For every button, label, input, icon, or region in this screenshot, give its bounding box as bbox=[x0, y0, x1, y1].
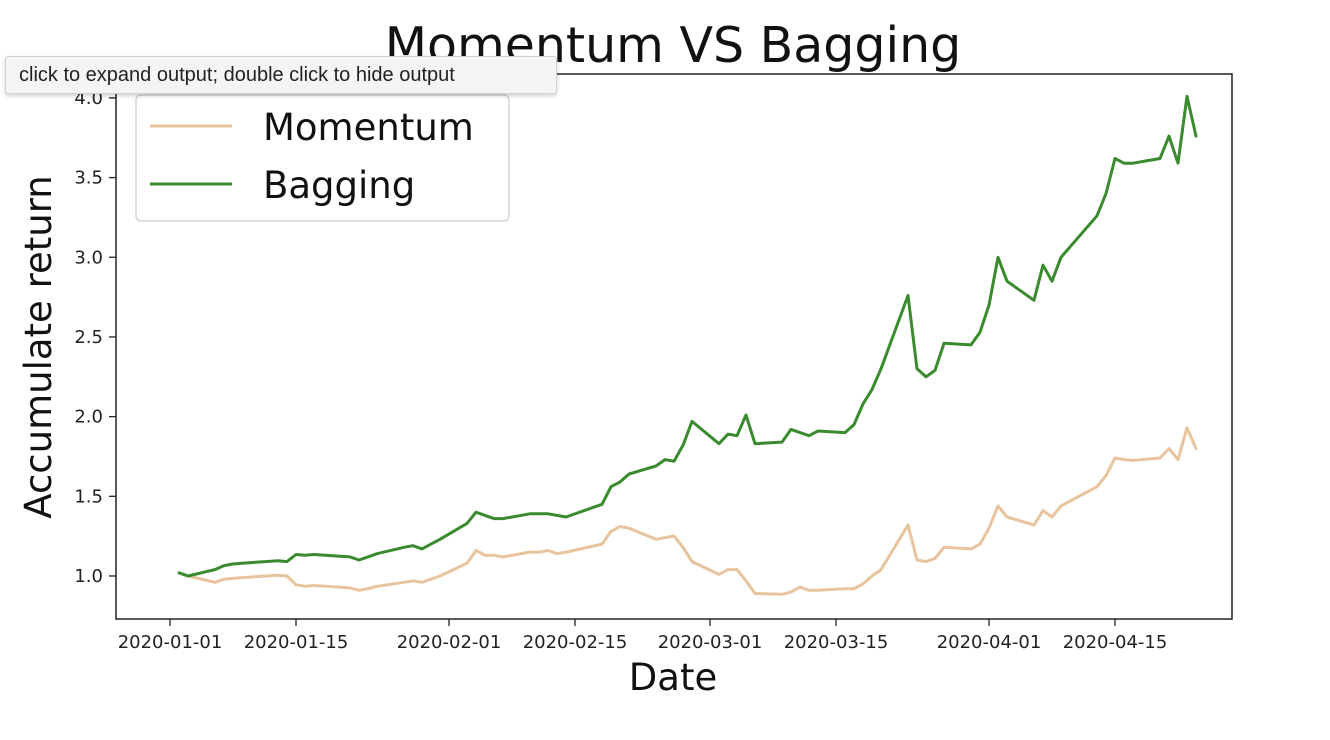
x-tick-label: 2020-03-01 bbox=[658, 632, 763, 653]
legend-label-bagging: Bagging bbox=[263, 164, 415, 207]
series-line-momentum bbox=[177, 426, 1198, 596]
legend: Momentum Bagging bbox=[135, 94, 510, 222]
series-line-bagging bbox=[177, 94, 1198, 578]
x-tick-label: 2020-02-01 bbox=[397, 632, 502, 653]
y-tick-label: 1.5 bbox=[74, 486, 103, 507]
y-axis: 1.01.52.02.53.03.54.0 bbox=[74, 88, 116, 587]
series-layer bbox=[177, 94, 1198, 596]
y-tick-label: 2.5 bbox=[74, 327, 103, 348]
output-tooltip[interactable]: click to expand output; double click to … bbox=[5, 56, 557, 94]
x-tick-label: 2020-01-15 bbox=[244, 632, 349, 653]
y-tick-label: 1.0 bbox=[74, 566, 103, 587]
y-tick-label: 3.0 bbox=[74, 247, 103, 268]
plot-area bbox=[115, 73, 1233, 620]
x-tick-label: 2020-01-01 bbox=[118, 632, 223, 653]
legend-label-momentum: Momentum bbox=[263, 106, 474, 149]
y-axis-label: Accumulate return bbox=[17, 175, 60, 518]
x-tick-label: 2020-03-15 bbox=[784, 632, 889, 653]
x-tick-label: 2020-04-01 bbox=[937, 632, 1042, 653]
x-axis-label: Date bbox=[629, 656, 717, 699]
y-tick-label: 2.0 bbox=[74, 407, 103, 428]
x-axis: 2020-01-01 2020-01-15 2020-02-01 2020-02-15… bbox=[118, 619, 1168, 653]
x-tick-label: 2020-02-15 bbox=[523, 632, 628, 653]
y-tick-label: 3.5 bbox=[74, 168, 103, 189]
x-tick-label: 2020-04-15 bbox=[1063, 632, 1168, 653]
